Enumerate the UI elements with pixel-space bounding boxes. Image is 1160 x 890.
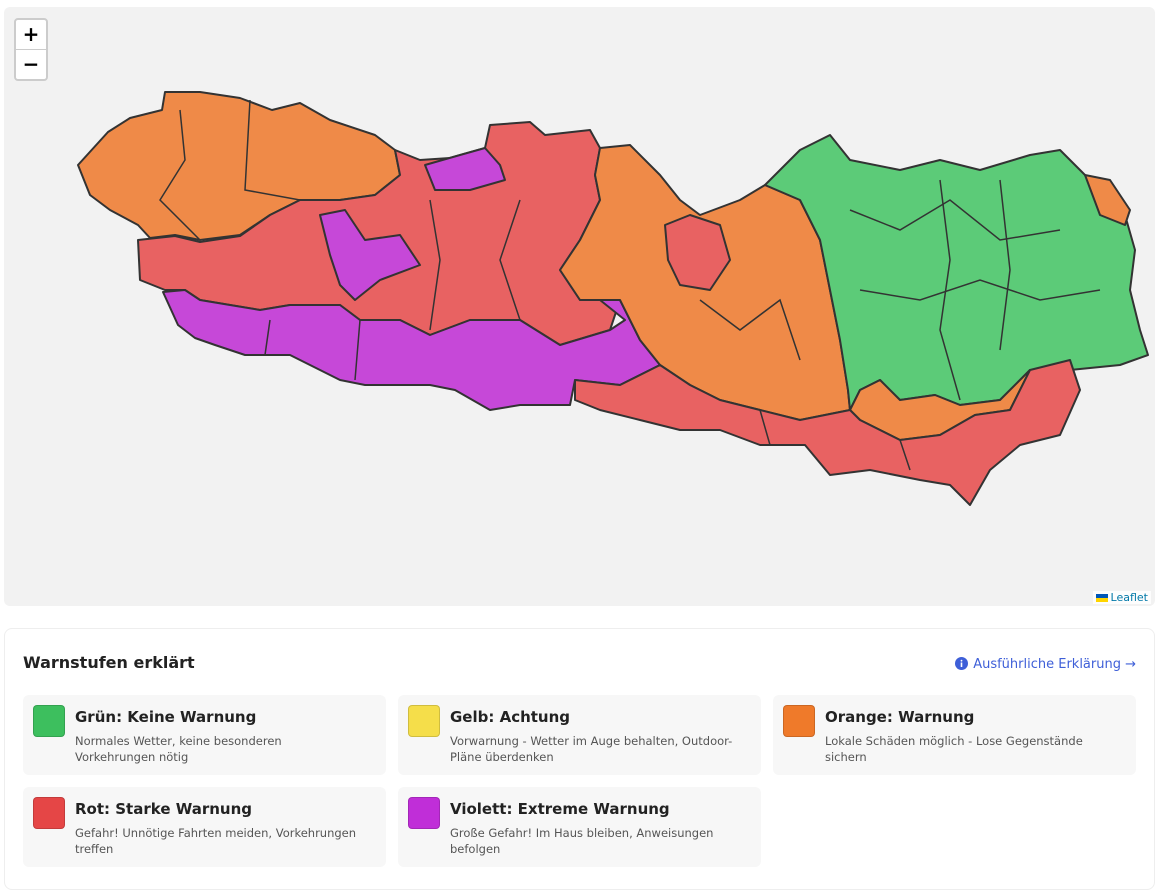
border xyxy=(244,99,301,201)
attribution: Leaflet xyxy=(1092,591,1151,604)
border xyxy=(159,109,201,241)
border xyxy=(859,279,1101,301)
zoom-in[interactable]: + xyxy=(22,22,40,46)
region[interactable] xyxy=(764,134,1149,411)
legend-item-title: Orange: Warnung xyxy=(825,708,975,726)
border xyxy=(849,199,1061,241)
border xyxy=(429,199,441,331)
zoom-out[interactable]: − xyxy=(16,49,46,79)
border xyxy=(354,319,361,381)
region[interactable] xyxy=(424,147,506,191)
border xyxy=(759,409,771,446)
legend-item-description: Vorwarnung - Wetter im Auge behalten, Ou… xyxy=(450,734,733,764)
legend-title: Warnstufen erklärt xyxy=(23,653,195,672)
border xyxy=(939,179,961,401)
region[interactable] xyxy=(664,214,731,291)
legend-item: Violett: Extreme Warnung Große Gefahr! Im… xyxy=(398,787,761,867)
legend-item: Gelb: Achtung Vorwarnung - Wetter im Auge… xyxy=(398,695,761,775)
border xyxy=(999,179,1011,351)
legend-item-description: Normales Wetter, keine besonderen Vorkeh… xyxy=(75,734,282,764)
legend-item-title: Violett: Extreme Warnung xyxy=(450,800,670,818)
legend-item: Rot: Starke Warnung Gefahr! Unnötige Fahr… xyxy=(23,787,386,867)
legend-item-description: Große Gefahr! Im Haus bleiben, Anweisung… xyxy=(450,826,714,856)
region[interactable] xyxy=(319,209,421,301)
legend-swatch xyxy=(33,705,65,737)
legend-item-description: Lokale Schäden möglich - Lose Gegenständ… xyxy=(825,734,1083,764)
legend-item-title: Grün: Keine Warnung xyxy=(75,708,257,726)
info-icon xyxy=(955,657,969,670)
border xyxy=(264,319,271,356)
legend-swatch xyxy=(408,705,440,737)
map[interactable]: + − Leaflet xyxy=(4,7,1155,606)
border xyxy=(899,439,911,471)
legend-item: Orange: Warnung Lokale Schäden möglich - … xyxy=(773,695,1136,775)
legend-swatch xyxy=(783,705,815,737)
page: + − Leaflet Warnstufen erklärt Ausführli… xyxy=(4,7,1155,890)
region[interactable] xyxy=(574,359,1081,506)
legend-grid: Grün: Keine Warnung Normales Wetter, kein… xyxy=(23,695,1136,867)
border xyxy=(499,199,521,321)
details-link[interactable]: Ausführliche Erklärung → xyxy=(955,657,1136,672)
region[interactable] xyxy=(1084,174,1131,226)
legend-swatch xyxy=(33,797,65,829)
map-regions xyxy=(77,91,1149,506)
legend-item: Grün: Keine Warnung Normales Wetter, kein… xyxy=(23,695,386,775)
zoom-control: + − xyxy=(14,18,48,81)
legend-card: Warnstufen erklärt Ausführliche Erklärun… xyxy=(4,628,1155,890)
legend-item-description: Gefahr! Unnötige Fahrten meiden, Vorkehr… xyxy=(75,826,357,856)
legend-swatch xyxy=(408,797,440,829)
border xyxy=(699,298,801,361)
legend-item-title: Rot: Starke Warnung xyxy=(75,800,253,818)
attribution-link[interactable]: Leaflet xyxy=(1110,591,1148,604)
legend-item-title: Gelb: Achtung xyxy=(450,708,571,726)
details-link-text[interactable]: Ausführliche Erklärung → xyxy=(973,657,1136,672)
